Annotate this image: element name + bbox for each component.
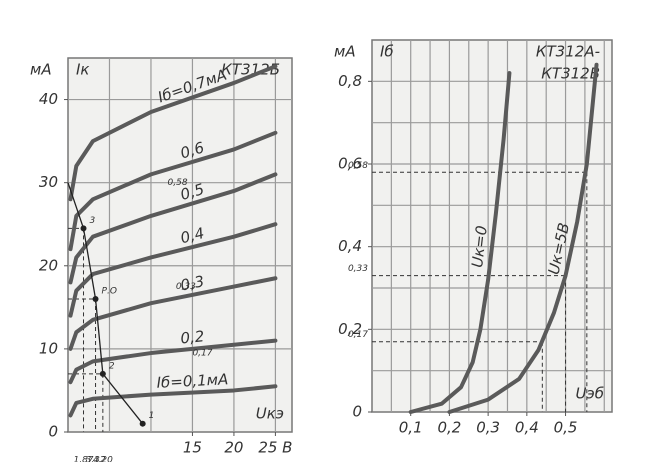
chart-title: КТ312Б [221, 61, 280, 79]
point-label: 1 [149, 411, 155, 421]
y-tick-label: 0,8 [338, 72, 362, 90]
ref-label: 0,17 [348, 330, 368, 340]
operating-point [99, 370, 106, 377]
x-tick-label: 25 В [258, 439, 292, 457]
y-tick-label: 0,4 [338, 237, 362, 255]
plot-area [371, 39, 613, 413]
curve [68, 338, 278, 385]
x-tick-label: 15 [183, 439, 202, 457]
operating-point [139, 420, 146, 427]
x-tick-label: 0,3 [476, 419, 500, 437]
point-label: 3 [90, 216, 96, 226]
y-unit: мА [334, 43, 356, 61]
chart-title: КТ312В [541, 65, 600, 83]
curve [447, 62, 599, 414]
ref-label: 0,58 [348, 161, 368, 171]
curve-label: 0,4 [179, 224, 207, 247]
chart-title: КТ312А- [536, 43, 600, 61]
operating-point [92, 296, 99, 303]
x-label: Uкэ [256, 405, 284, 423]
curve [68, 172, 278, 285]
y-tick-label: 0 [352, 403, 362, 421]
curve-label: 0,3 [179, 272, 206, 294]
y-tick-label: 10 [39, 339, 58, 357]
x-label: Uэб [576, 385, 604, 403]
y-tick-label: 30 [39, 173, 58, 191]
plot-area [67, 57, 293, 433]
y-tick-label: 0,6 [338, 155, 362, 173]
point-label: 2 [109, 361, 115, 371]
curve-label: Uк=0 [468, 225, 491, 269]
note: 0,33 [176, 282, 196, 292]
y-label: Iк [76, 61, 89, 79]
note: 0,58 [168, 178, 188, 188]
ref-label: 1,87 [73, 456, 93, 462]
ref-label: 3,32 [86, 456, 106, 462]
y-tick-label: 0,2 [338, 320, 362, 338]
curve [408, 71, 512, 414]
y-tick-label: 20 [39, 256, 58, 274]
curve [68, 276, 278, 351]
note: 0,17 [192, 349, 212, 359]
x-tick-label: 0,2 [437, 419, 461, 437]
x-tick-label: 0,4 [515, 419, 539, 437]
curve [68, 130, 278, 252]
curve-label: 0,2 [180, 327, 206, 347]
curve-label: Iб=0,1мА [156, 370, 228, 392]
x-tick-label: 0,5 [554, 419, 578, 437]
curve [68, 222, 278, 318]
x-tick-label: 20 [224, 439, 243, 457]
ref-label: 4,20 [93, 456, 113, 462]
curve [68, 64, 278, 202]
y-tick-label: 0 [48, 423, 58, 441]
y-unit: мА [30, 61, 52, 79]
operating-point [80, 225, 87, 232]
y-tick-label: 40 [39, 90, 58, 108]
ref-label: 0,33 [348, 264, 368, 274]
x-tick-label: 0,1 [399, 419, 423, 437]
point-label: Р.О [102, 287, 117, 297]
y-label: Iб [380, 43, 394, 61]
